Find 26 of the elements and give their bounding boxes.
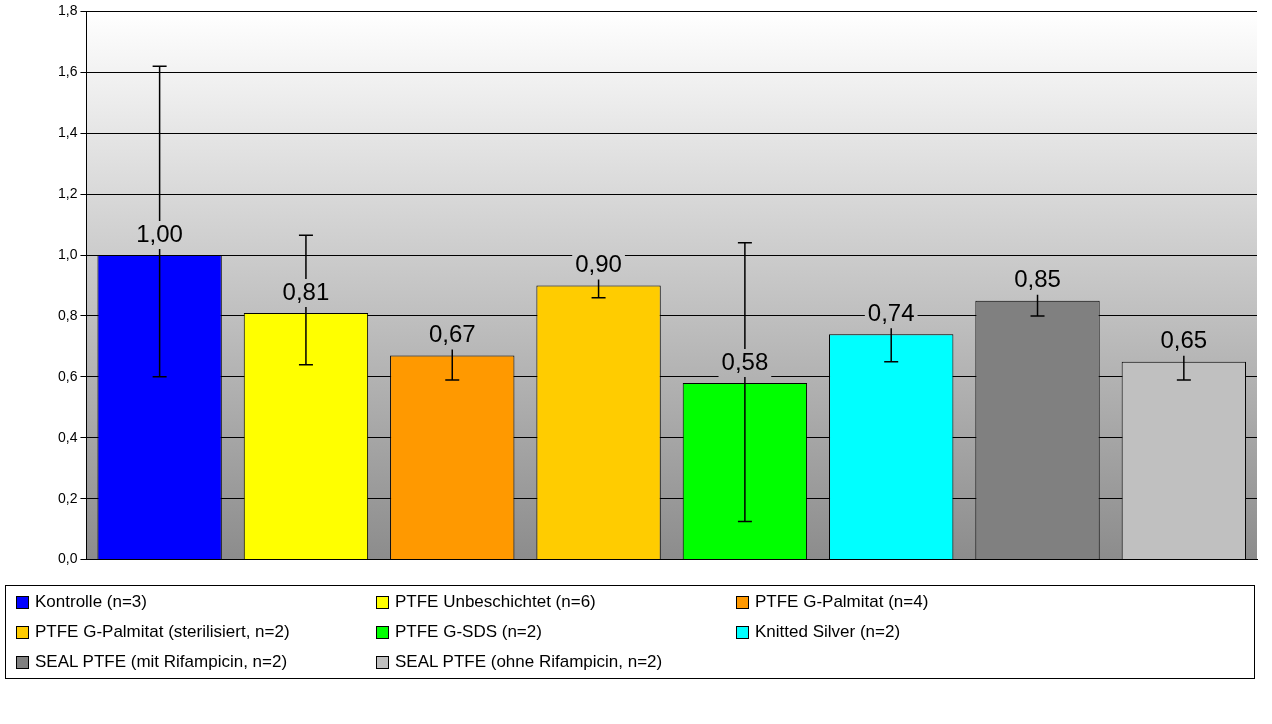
data-label: 0,85 — [1014, 265, 1061, 293]
data-label: 0,90 — [575, 250, 622, 278]
y-tick-label: 0,6 — [57, 367, 78, 384]
data-label: 0,74 — [867, 298, 915, 326]
data-label: 0,58 — [721, 347, 769, 375]
legend-label: SEAL PTFE (mit Rifampicin, n=2) — [35, 652, 288, 672]
y-tick-label: 1,2 — [57, 184, 78, 201]
legend-label: SEAL PTFE (ohne Rifampicin, n=2) — [395, 652, 663, 672]
y-tick-label: 1,0 — [57, 245, 78, 262]
y-tick-label: 1,8 — [57, 2, 78, 19]
data-label: 0,81 — [282, 277, 330, 305]
legend-label: PTFE Unbeschichtet (n=6) — [395, 592, 596, 612]
legend-label: Knitted Silver (n=2) — [755, 622, 901, 642]
y-tick-label: 0,2 — [57, 489, 78, 506]
y-tick-label: 0,0 — [57, 550, 78, 567]
legend-label: PTFE G-Palmitat (n=4) — [755, 592, 929, 612]
y-tick-label: 1,6 — [57, 63, 78, 80]
y-tick-label: 0,8 — [57, 306, 78, 323]
y-tick-label: 0,4 — [57, 428, 78, 445]
legend-label: PTFE G-Palmitat (sterilisiert, n=2) — [35, 622, 290, 642]
data-label: 0,67 — [428, 320, 476, 348]
data-label: 1,00 — [136, 219, 183, 247]
legend-label: PTFE G-SDS (n=2) — [395, 622, 542, 642]
series-label: Kontrolle (n=3) — [35, 592, 147, 612]
y-tick-label: 1,4 — [57, 124, 78, 141]
data-label: 0,65 — [1160, 326, 1208, 354]
